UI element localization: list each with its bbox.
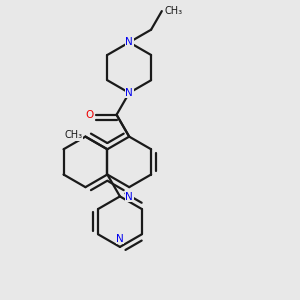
Text: N: N xyxy=(116,234,124,244)
Text: CH₃: CH₃ xyxy=(64,130,83,140)
Text: N: N xyxy=(125,88,133,98)
Text: CH₃: CH₃ xyxy=(165,6,183,16)
Text: O: O xyxy=(85,110,93,120)
Text: N: N xyxy=(125,37,133,47)
Text: N: N xyxy=(125,192,133,202)
